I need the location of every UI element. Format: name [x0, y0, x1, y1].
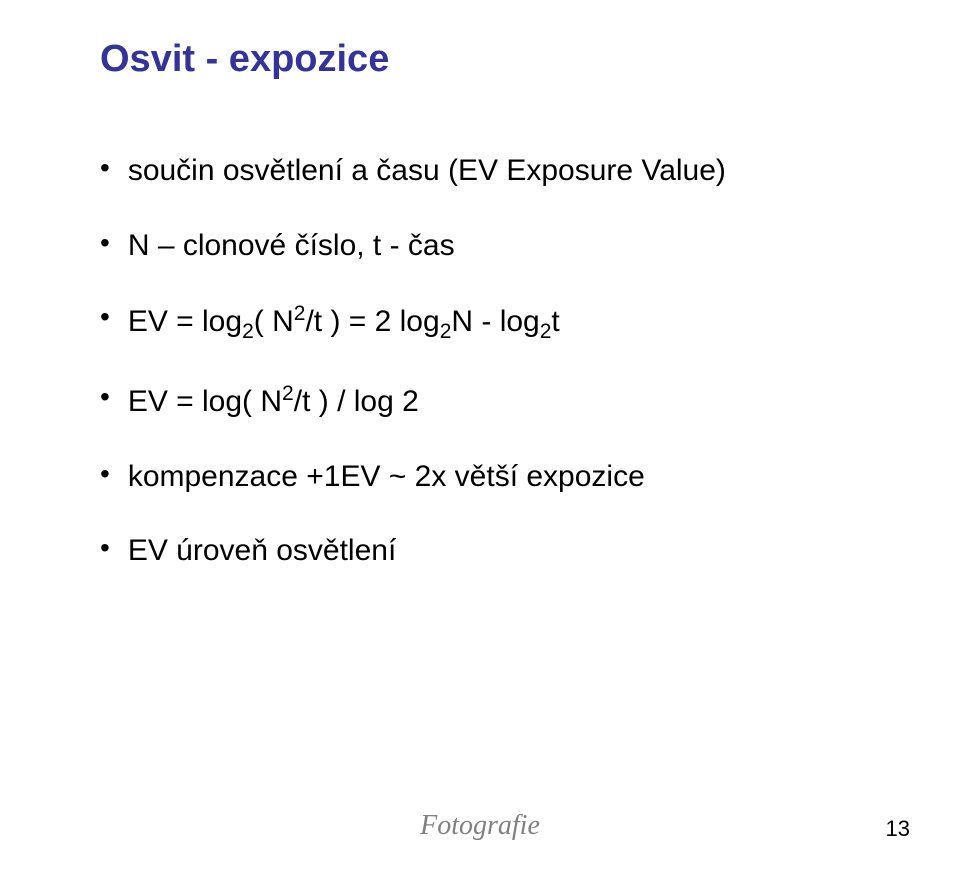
bullet-item: • EV = log2( N2/t ) = 2 log2N - log2t [100, 300, 910, 346]
bullet-item: • EV úroveň osvětlení [100, 531, 910, 572]
bullet-dot-icon: • [100, 380, 110, 414]
page-number: 13 [886, 816, 910, 842]
bullet-dot-icon: • [100, 531, 110, 565]
footer-text: Fotografie [420, 810, 540, 841]
bullet-dot-icon: • [100, 457, 110, 491]
bullet-text: kompenzace +1EV ~ 2x větší expozice [128, 457, 645, 498]
bullet-dot-icon: • [100, 226, 110, 260]
bullet-dot-icon: • [100, 151, 110, 185]
bullet-text: EV = log( N2/t ) / log 2 [128, 380, 419, 423]
slide-title: Osvit - expozice [100, 38, 910, 81]
bullet-dot-icon: • [100, 300, 110, 334]
bullet-item: • kompenzace +1EV ~ 2x větší expozice [100, 457, 910, 498]
bullet-item: • součin osvětlení a času (EV Exposure V… [100, 151, 910, 192]
bullet-text: součin osvětlení a času (EV Exposure Val… [128, 151, 726, 192]
bullet-text: EV = log2( N2/t ) = 2 log2N - log2t [128, 300, 560, 346]
bullet-list: • součin osvětlení a času (EV Exposure V… [100, 151, 910, 572]
bullet-item: • N – clonové číslo, t - čas [100, 226, 910, 267]
bullet-item: • EV = log( N2/t ) / log 2 [100, 380, 910, 423]
bullet-text: N – clonové číslo, t - čas [128, 226, 455, 267]
slide-footer: Fotografie [0, 810, 960, 842]
bullet-text: EV úroveň osvětlení [128, 531, 397, 572]
